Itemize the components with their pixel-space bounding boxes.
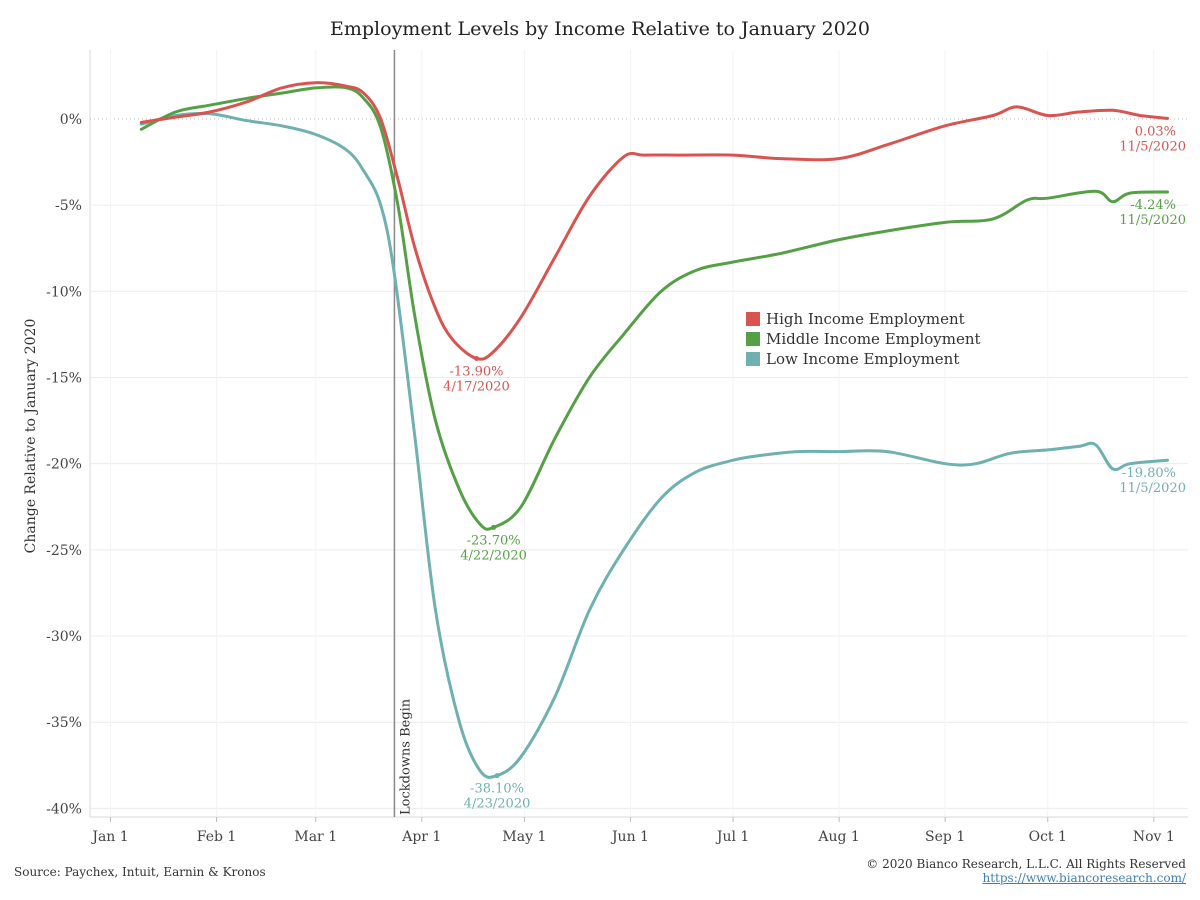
website-link[interactable]: https://www.biancoresearch.com/ <box>982 871 1186 885</box>
series-line-high <box>139 81 1169 361</box>
source-note: Source: Paychex, Intuit, Earnin & Kronos <box>14 865 266 879</box>
x-tick-label-10: Nov 1 <box>1133 829 1175 845</box>
x-tick-label-4: May 1 <box>502 829 546 845</box>
x-tick-label-8: Sep 1 <box>925 829 965 845</box>
legend: High Income Employment Middle Income Emp… <box>746 309 981 369</box>
y-tick-label-1: -5% <box>55 198 82 214</box>
x-tick-label-2: Mar 1 <box>294 829 337 845</box>
min-date-label-high: 4/17/2020 <box>443 380 510 395</box>
end-date-label-middle: 11/5/2020 <box>1119 213 1186 228</box>
lockdown-event-label: Lockdowns Begin <box>398 698 413 815</box>
legend-label-low: Low Income Employment <box>766 350 960 368</box>
y-tick-label-2: -10% <box>46 284 82 300</box>
legend-swatch-middle <box>746 332 760 346</box>
legend-swatch-high <box>746 312 760 326</box>
series-line-middle <box>139 85 1169 531</box>
x-tick-label-5: Jun 1 <box>610 829 649 845</box>
y-tick-label-5: -25% <box>46 543 82 559</box>
x-tick-label-7: Aug 1 <box>817 829 859 845</box>
legend-item-low[interactable]: Low Income Employment <box>746 349 981 369</box>
min-value-label-middle: -23.70% <box>467 533 521 548</box>
min-date-label-low: 4/23/2020 <box>464 797 531 812</box>
y-tick-label-0: 0% <box>60 112 82 128</box>
legend-label-middle: Middle Income Employment <box>766 330 981 348</box>
y-tick-label-3: -15% <box>46 370 82 386</box>
copyright-note: © 2020 Bianco Research, L.L.C. All Right… <box>866 857 1186 871</box>
legend-item-high[interactable]: High Income Employment <box>746 309 981 329</box>
legend-label-high: High Income Employment <box>766 310 965 328</box>
x-tick-label-6: Jul 1 <box>715 829 749 845</box>
end-value-label-middle: -4.24% <box>1130 198 1176 213</box>
series-line-low <box>139 111 1169 779</box>
end-value-label-low: -19.80% <box>1122 466 1176 481</box>
min-marker-high <box>474 356 480 362</box>
min-value-label-low: -38.10% <box>470 782 524 797</box>
x-tick-label-3: Apr 1 <box>401 829 441 845</box>
end-date-label-high: 11/5/2020 <box>1119 139 1186 154</box>
chart-title: Employment Levels by Income Relative to … <box>330 18 870 40</box>
min-value-label-high: -13.90% <box>450 365 504 380</box>
y-tick-label-6: -30% <box>46 629 82 645</box>
x-tick-label-9: Oct 1 <box>1029 829 1067 845</box>
min-marker-low <box>494 773 500 779</box>
end-date-label-low: 11/5/2020 <box>1119 481 1186 496</box>
x-tick-label-0: Jan 1 <box>90 829 128 845</box>
y-tick-label-7: -35% <box>46 715 82 731</box>
x-tick-label-1: Feb 1 <box>197 829 237 845</box>
legend-item-middle[interactable]: Middle Income Employment <box>746 329 981 349</box>
y-tick-label-4: -20% <box>46 457 82 473</box>
min-date-label-middle: 4/22/2020 <box>460 548 527 563</box>
y-tick-label-8: -40% <box>46 801 82 817</box>
legend-swatch-low <box>746 352 760 366</box>
min-marker-middle <box>491 524 497 530</box>
end-value-label-high: 0.03% <box>1135 124 1176 139</box>
